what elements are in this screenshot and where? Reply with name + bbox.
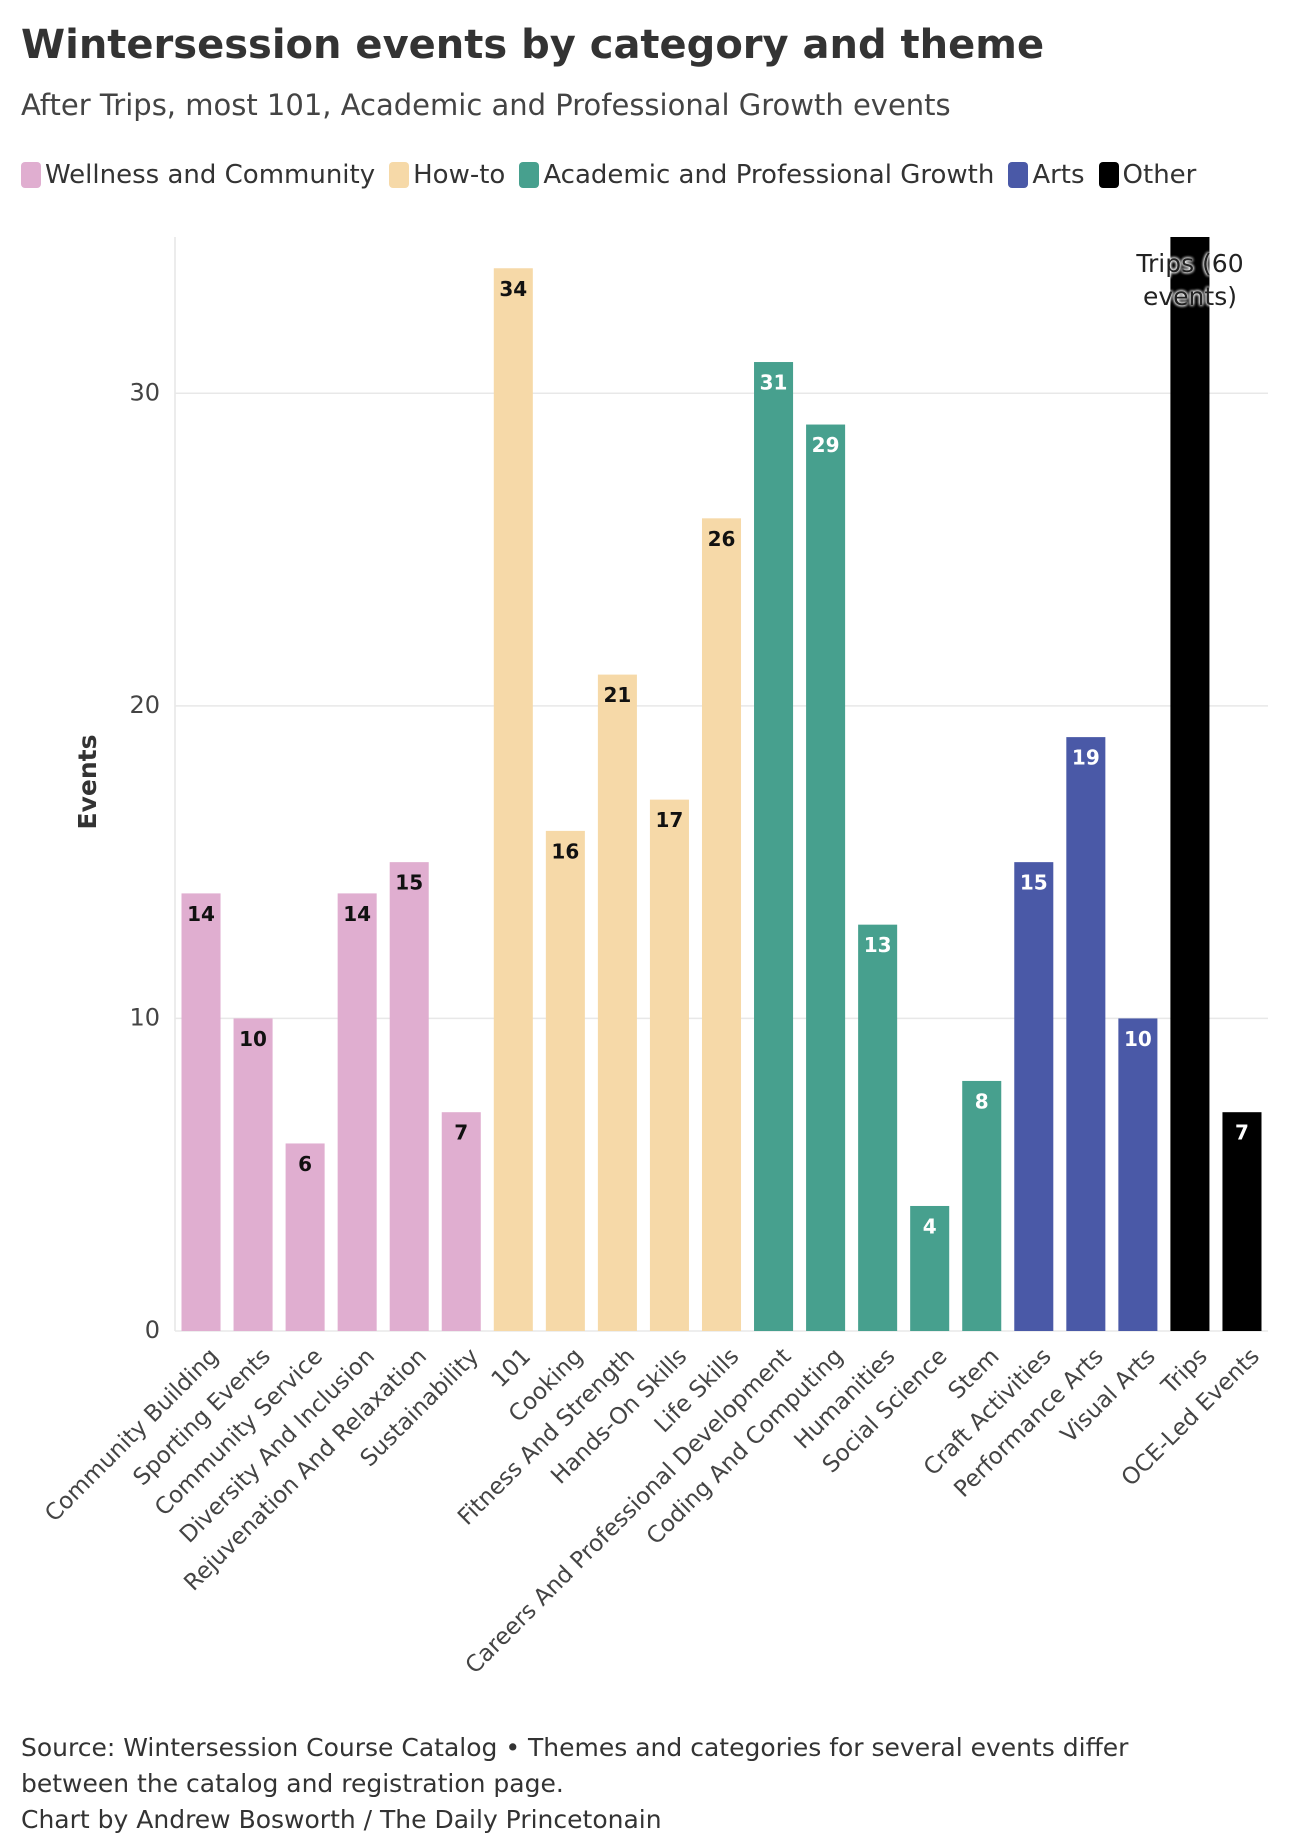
bar <box>754 362 794 1331</box>
data-label: 4 <box>923 1214 937 1238</box>
bar <box>858 924 898 1331</box>
legend-item: Arts <box>1008 160 1085 190</box>
y-axis-label: Events <box>73 735 102 830</box>
bar <box>441 1112 481 1331</box>
chart-subtitle: After Trips, most 101, Academic and Prof… <box>21 88 951 122</box>
legend-label: Wellness and Community <box>45 160 376 190</box>
legend-swatch <box>389 162 410 188</box>
bar <box>389 862 429 1331</box>
y-tick-label: 0 <box>145 1316 160 1344</box>
legend-swatch <box>21 162 41 188</box>
footer: Source: Wintersession Course Catalog • T… <box>21 1730 1171 1838</box>
legend-item: Academic and Professional Growth <box>519 160 994 190</box>
bar <box>1170 237 1210 1331</box>
plot-area <box>181 237 1262 1332</box>
bar <box>806 424 846 1331</box>
legend-swatch <box>1098 162 1119 188</box>
bar <box>1014 862 1054 1331</box>
legend-item: Wellness and Community <box>21 160 375 190</box>
data-label: 15 <box>1020 871 1048 895</box>
data-label: 13 <box>864 933 892 957</box>
data-label: 8 <box>975 1089 989 1113</box>
source: Source: Wintersession Course Catalog • T… <box>21 1733 1129 1798</box>
data-label: 7 <box>1235 1121 1249 1145</box>
legend: Wellness and Community How-to Academic and… <box>21 160 1196 190</box>
data-label: 16 <box>551 839 579 863</box>
legend-label: Academic and Professional Growth <box>543 160 995 190</box>
data-label: 19 <box>1072 746 1100 770</box>
y-tick-label: 10 <box>129 1003 160 1031</box>
legend-label: Other <box>1122 160 1197 190</box>
data-label: 34 <box>499 277 527 301</box>
y-tick-label: 30 <box>129 378 160 406</box>
bar <box>701 518 742 1331</box>
bar <box>1222 1112 1262 1331</box>
bar <box>233 1018 273 1331</box>
bar <box>1066 737 1106 1331</box>
legend-swatch <box>519 162 540 188</box>
data-label: 10 <box>239 1027 267 1051</box>
bar <box>1118 1018 1158 1331</box>
bar <box>181 893 221 1331</box>
legend-item: How-to <box>389 160 505 190</box>
data-label: 14 <box>343 902 371 926</box>
data-label: 26 <box>708 527 736 551</box>
data-label: 29 <box>812 433 840 457</box>
bar <box>597 674 637 1331</box>
legend-label: How-to <box>413 160 506 190</box>
data-label: 14 <box>187 902 215 926</box>
y-tick-label: 20 <box>129 691 160 719</box>
data-label: 31 <box>760 371 788 395</box>
bar <box>545 830 585 1331</box>
credit: Chart by Andrew Bosworth / The Daily Pri… <box>21 1805 662 1834</box>
bar <box>649 799 689 1331</box>
data-label: 7 <box>454 1121 468 1145</box>
data-label: 10 <box>1124 1027 1152 1051</box>
legend-swatch <box>1008 162 1029 188</box>
bar <box>962 1080 1002 1331</box>
bar <box>285 1143 325 1331</box>
data-label: 15 <box>395 871 423 895</box>
bar <box>910 1205 950 1331</box>
data-label: 6 <box>298 1152 312 1176</box>
data-label: 17 <box>656 808 684 832</box>
chart-title: Wintersession events by category and the… <box>21 22 1045 68</box>
bar <box>493 268 533 1332</box>
bar <box>337 893 377 1331</box>
data-label: 21 <box>603 683 631 707</box>
legend-label: Arts <box>1032 160 1085 190</box>
annotation: Trips (60 events) <box>1136 249 1244 311</box>
legend-item: Other <box>1098 160 1197 190</box>
